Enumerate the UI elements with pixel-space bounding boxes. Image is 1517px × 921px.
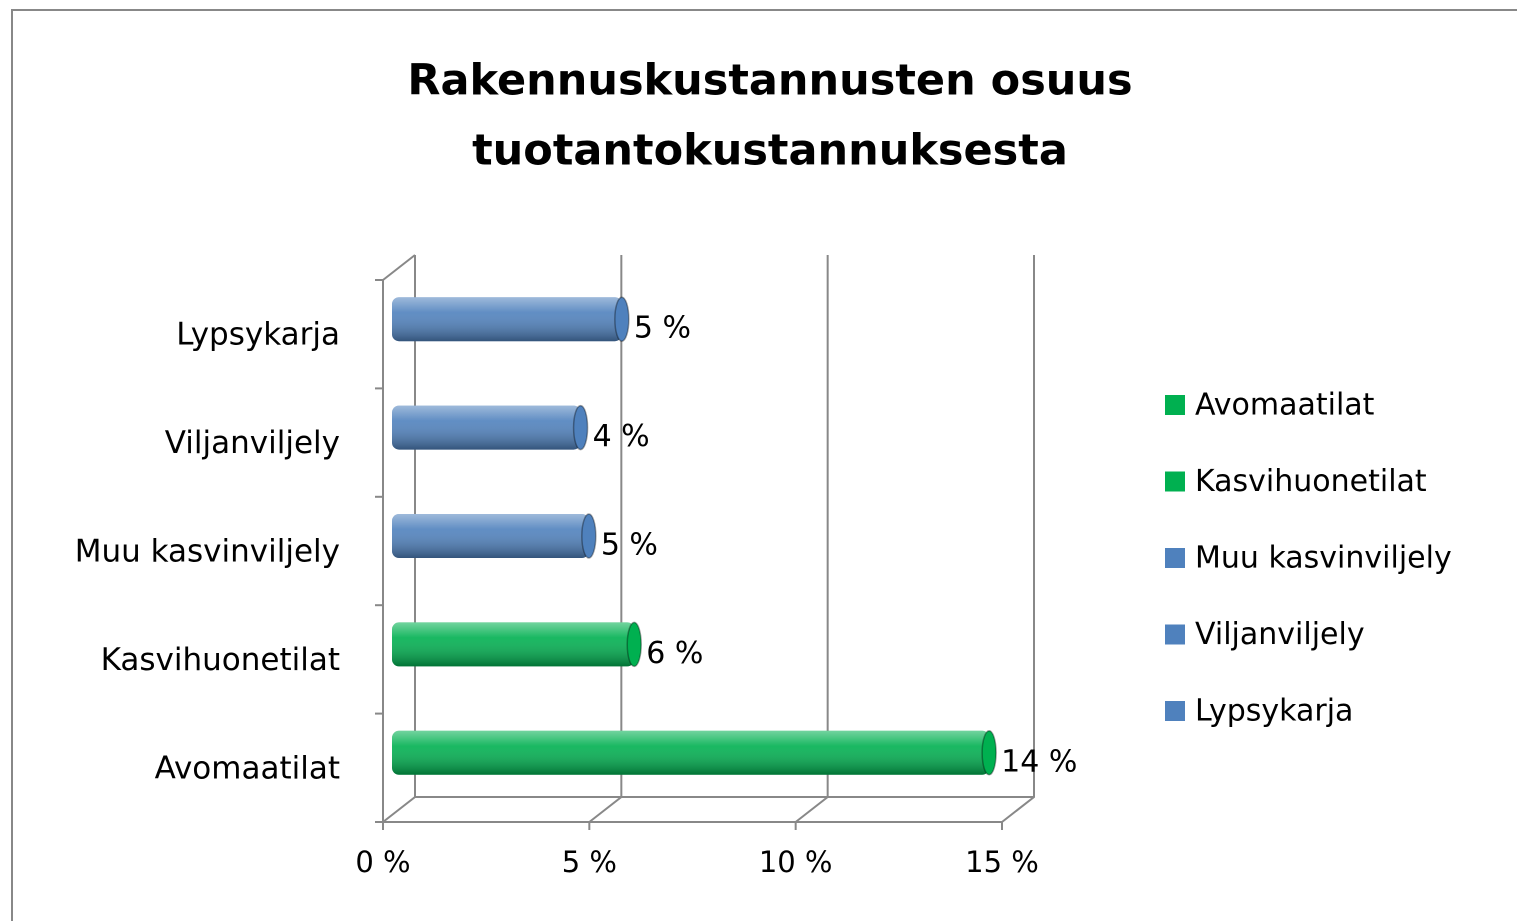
value-label: 5 % <box>601 528 658 563</box>
value-label: 5 % <box>634 311 691 346</box>
legend-swatch <box>1165 395 1185 415</box>
bar-cap <box>981 730 997 776</box>
legend-label: Kasvihuonetilat <box>1195 464 1427 499</box>
value-label: 4 % <box>593 419 650 454</box>
bar-shade <box>392 730 990 775</box>
y-tick-label: Viljanviljely <box>165 425 340 461</box>
x-tick-label: 15 % <box>965 845 1039 879</box>
bar-shade <box>392 622 635 667</box>
legend-label: Muu kasvinviljely <box>1195 541 1452 576</box>
y-tick-label: Avomaatilat <box>155 750 340 786</box>
value-label: 6 % <box>646 636 703 671</box>
y-tick-label: Muu kasvinviljely <box>75 534 340 570</box>
bar-cap <box>614 296 630 342</box>
legend-label: Lypsykarja <box>1195 694 1353 729</box>
bar-shade <box>392 514 589 558</box>
bar-shade <box>392 297 622 342</box>
y-tick-label: Kasvihuonetilat <box>101 642 340 678</box>
legend-swatch <box>1165 701 1185 721</box>
grid-line <box>1001 255 1035 823</box>
chart-title: tuotantokustannuksesta <box>472 126 1068 176</box>
legend-swatch <box>1165 548 1185 568</box>
legend-swatch <box>1165 624 1185 645</box>
legend-swatch <box>1165 471 1185 492</box>
bar-shade <box>392 405 581 450</box>
chart-title: Rakennuskustannusten osuus <box>407 56 1132 106</box>
x-tick-label: 5 % <box>562 845 617 879</box>
grid-line <box>795 255 829 823</box>
grid-line <box>588 255 623 823</box>
legend-label: Avomaatilat <box>1195 388 1375 423</box>
y-tick-label: Lypsykarja <box>176 317 340 353</box>
bar-cap <box>581 513 597 559</box>
bar-cap <box>572 404 589 451</box>
bar-cap <box>626 621 642 668</box>
axis-wall <box>382 254 416 281</box>
legend-label: Viljanviljely <box>1195 617 1365 652</box>
x-tick-label: 0 % <box>355 845 410 879</box>
x-tick-label: 10 % <box>759 845 833 879</box>
value-label: 14 % <box>1001 744 1077 779</box>
